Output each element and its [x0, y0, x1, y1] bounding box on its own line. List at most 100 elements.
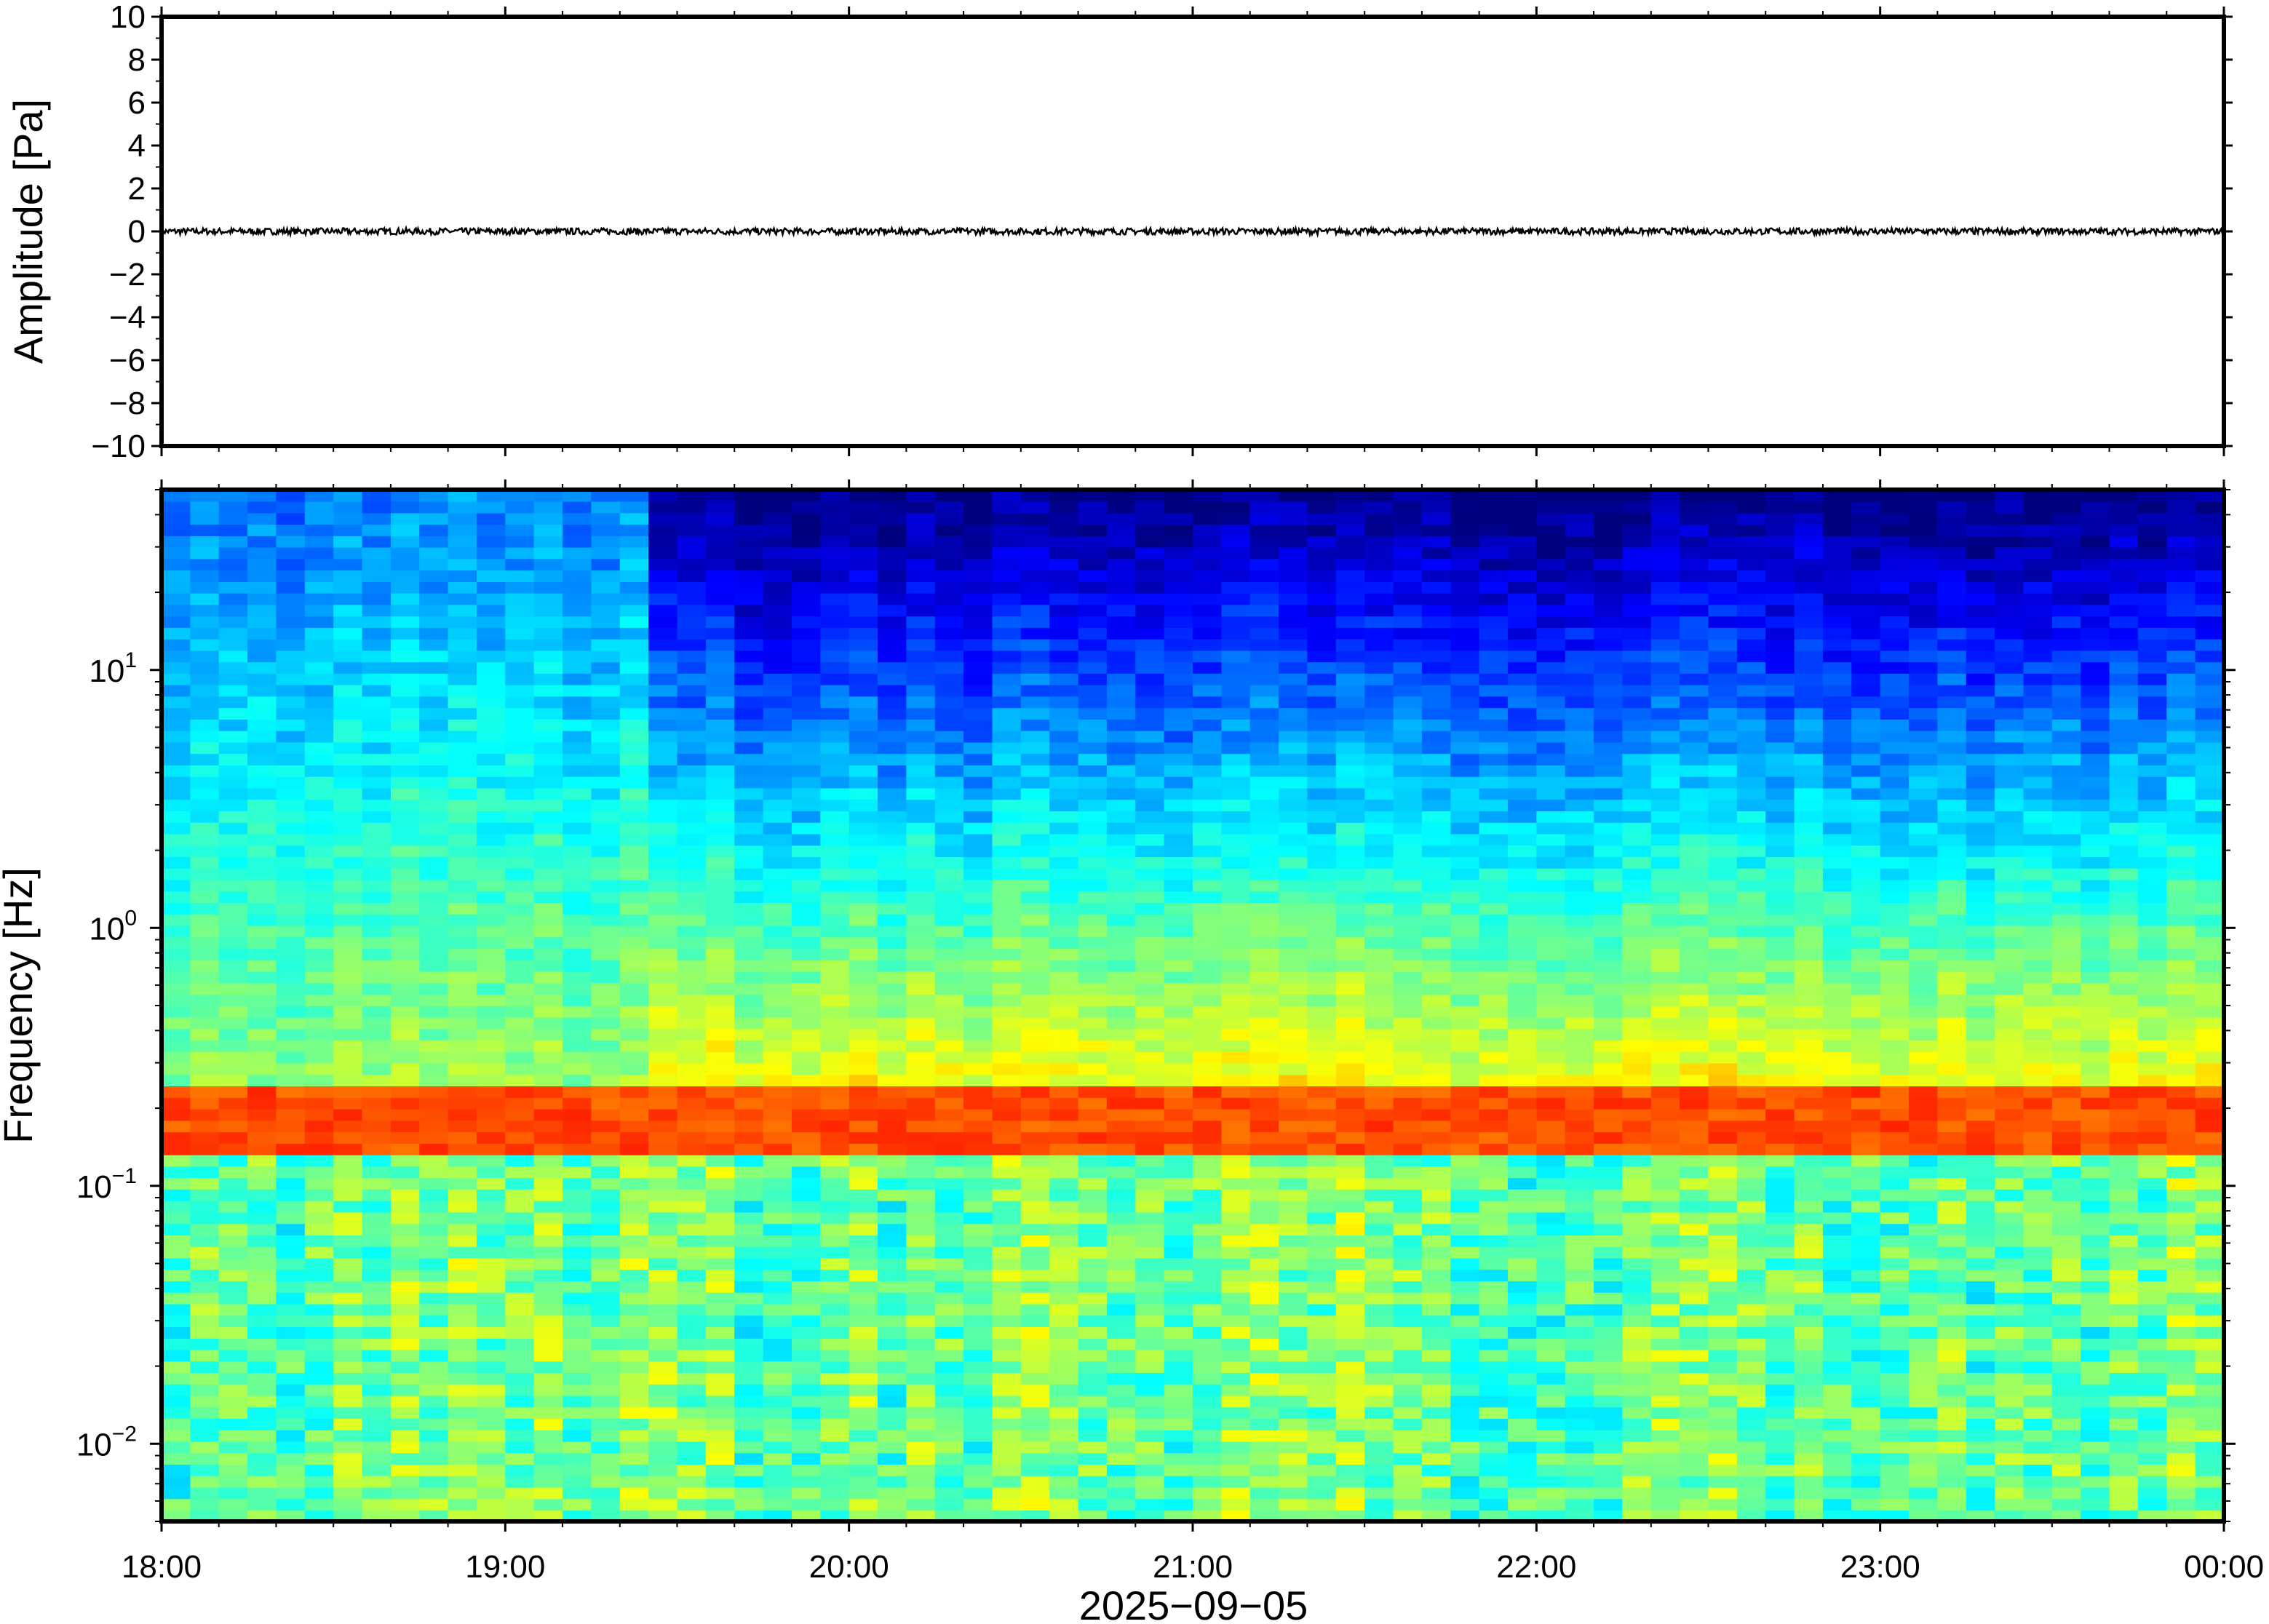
spectrogram-cell	[218, 501, 248, 514]
spectrogram-cell	[419, 821, 449, 835]
spectrogram-cell	[677, 1166, 707, 1179]
spectrogram-cell	[505, 1510, 535, 1521]
spectrogram-cell	[1393, 1062, 1423, 1075]
spectrogram-cell	[963, 1074, 993, 1087]
spectrogram-cell	[1106, 914, 1136, 926]
spectrogram-cell	[963, 1051, 993, 1064]
spectrogram-cell	[1307, 627, 1337, 640]
spectrogram-cell	[619, 741, 649, 755]
spectrogram-cell	[1221, 512, 1251, 525]
spectrogram-cell	[1680, 1074, 1709, 1087]
spectrogram-cell	[304, 845, 334, 857]
spectrogram-cell	[763, 1154, 792, 1167]
spectrogram-cell	[963, 1154, 993, 1167]
spectrogram-cell	[477, 661, 506, 674]
spectrogram-cell	[390, 971, 420, 984]
spectrogram-cell	[533, 1510, 563, 1521]
spectrogram-cell	[1279, 821, 1308, 835]
spectrogram-cell	[190, 490, 220, 502]
spectrogram-cell	[1450, 1223, 1480, 1235]
spectrogram-cell	[734, 925, 764, 938]
spectrogram-cell	[648, 936, 678, 950]
spectrogram-cell	[1421, 490, 1451, 502]
spectrogram-cell	[992, 1223, 1022, 1235]
spectrogram-cell	[1106, 776, 1136, 789]
spectrogram-cell	[619, 891, 649, 903]
spectrogram-cell	[190, 707, 220, 720]
spectrogram-cell	[390, 879, 420, 892]
spectrogram-cell	[677, 1349, 707, 1362]
spectrogram-cell	[763, 592, 792, 605]
spectrogram-cell	[218, 845, 248, 857]
spectrogram-cell	[276, 1097, 306, 1110]
spectrogram-cell	[304, 1143, 334, 1155]
spectrogram-cell	[963, 1349, 993, 1362]
spectrogram-cell	[419, 1418, 449, 1430]
spectrogram-cell	[849, 902, 878, 915]
spectrogram-cell	[591, 1120, 621, 1133]
spectrogram-cell	[333, 1166, 363, 1179]
spectrogram-cell	[1421, 1349, 1451, 1362]
spectrogram-cell	[218, 661, 248, 674]
spectrogram-cell	[1650, 558, 1680, 571]
spectrogram-cell	[419, 1476, 449, 1488]
spectrogram-cell	[1164, 753, 1193, 765]
spectrogram-cell	[734, 799, 764, 811]
spectrogram-cell	[448, 1303, 477, 1316]
spectrogram-cell	[190, 1143, 220, 1155]
spectrogram-cell	[1249, 512, 1279, 525]
spectrogram-cell	[1135, 512, 1165, 525]
spectrogram-cell	[791, 1166, 821, 1179]
spectrogram-cell	[505, 948, 535, 960]
spectrogram-cell	[763, 741, 792, 755]
spectrogram-cell	[963, 1257, 993, 1270]
spectrogram-cell	[1279, 1246, 1308, 1259]
spectrogram-cell	[878, 994, 907, 1006]
spectrogram-cell	[1279, 1510, 1308, 1521]
spectrogram-cell	[190, 1235, 220, 1247]
spectrogram-cell	[1680, 661, 1709, 674]
spectrogram-cell	[419, 936, 449, 950]
spectrogram-cell	[1020, 1361, 1050, 1373]
spectrogram-cell	[1508, 1074, 1537, 1087]
spectrogram-cell	[1565, 776, 1594, 789]
spectrogram-cell	[705, 1372, 735, 1385]
spectrogram-cell	[563, 821, 592, 835]
spectrogram-cell	[1106, 1406, 1136, 1419]
spectrogram-cell	[1135, 696, 1165, 709]
spectrogram-cell	[1680, 982, 1709, 995]
spectrogram-cell	[1078, 1131, 1108, 1144]
spectrogram-cell	[1364, 730, 1394, 743]
spectrogram-cell	[1450, 971, 1480, 984]
spectrogram-cell	[304, 1441, 334, 1454]
spectrogram-cell	[1680, 490, 1709, 502]
spectrogram-cell	[705, 1452, 735, 1465]
spectrogram-cell	[1508, 925, 1537, 938]
spectrogram-cell	[734, 1166, 764, 1179]
spectrogram-cell	[1393, 719, 1423, 731]
spectrogram-cell	[1049, 1006, 1079, 1018]
spectrogram-cell	[1279, 799, 1308, 811]
spectrogram-cell	[218, 1200, 248, 1213]
spectrogram-cell	[1450, 741, 1480, 755]
spectrogram-cell	[705, 730, 735, 743]
spectrogram-cell	[247, 994, 277, 1006]
spectrogram-cell	[963, 948, 993, 960]
spectrogram-cell	[1135, 1006, 1165, 1018]
amplitude-axis-title: Amplitude [Pa]	[5, 99, 51, 364]
spectrogram-cell	[1193, 650, 1222, 663]
spectrogram-cell	[419, 1315, 449, 1327]
spectrogram-cell	[1450, 1510, 1480, 1521]
spectrogram-cell	[763, 1177, 792, 1190]
spectrogram-cell	[1450, 1281, 1480, 1293]
spectrogram-cell	[1393, 833, 1423, 846]
spectrogram-cell	[878, 684, 907, 697]
spectrogram-cell	[362, 1315, 392, 1327]
spectrogram-cell	[1421, 914, 1451, 926]
spectrogram-cell	[1622, 1143, 1652, 1155]
spectrogram-cell	[218, 524, 248, 536]
spectrogram-cell	[1565, 1086, 1594, 1098]
spectrogram-cell	[333, 914, 363, 926]
spectrogram-cell	[218, 536, 248, 548]
spectrogram-cell	[419, 627, 449, 640]
